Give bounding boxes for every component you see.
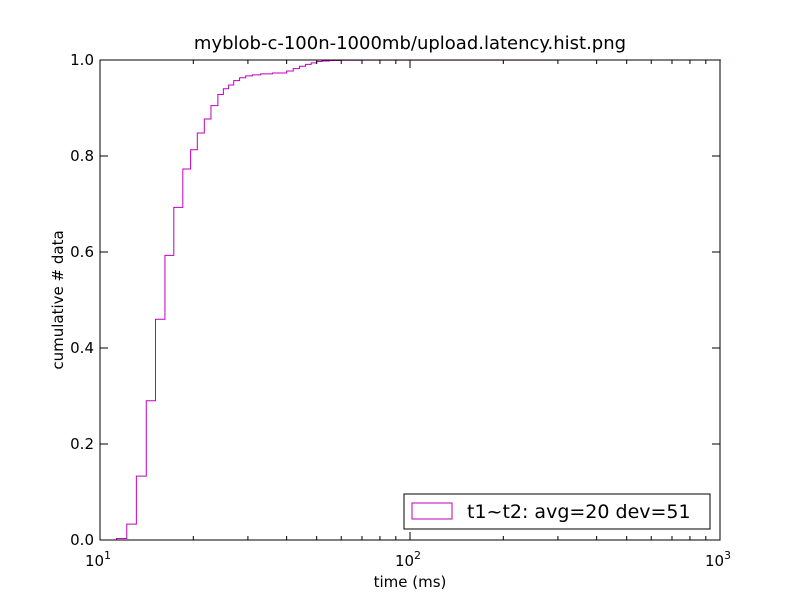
y-axis-label: cumulative # data: [49, 230, 67, 369]
y-tick-label: 0.6: [70, 243, 94, 261]
plot-area: [115, 59, 721, 540]
x-tick-label-base: 10: [705, 552, 724, 570]
plot-frame: [99, 59, 721, 541]
x-tick-label-exponent: 1: [104, 549, 111, 562]
x-tick-label-exponent: 3: [724, 549, 731, 562]
legend-swatch: [411, 502, 453, 520]
legend: t1~t2: avg=20 dev=51: [403, 493, 711, 530]
y-tick-label: 0.2: [70, 435, 94, 453]
legend-box: [403, 493, 711, 530]
x-tick-label-base: 10: [85, 552, 104, 570]
legend-label: t1~t2: avg=20 dev=51: [467, 501, 691, 523]
x-axis-label: time (ms): [374, 573, 447, 591]
y-tick-label: 0.8: [70, 147, 94, 165]
x-tick-label-exponent: 2: [414, 549, 421, 562]
chart-title: myblob-c-100n-1000mb/upload.latency.hist…: [194, 33, 626, 54]
x-tick-label-base: 10: [395, 552, 414, 570]
x-tick-label: 102: [395, 549, 421, 570]
y-tick-label: 0.4: [70, 339, 94, 357]
x-tick-label: 101: [85, 549, 111, 570]
series-step-line: [115, 59, 721, 540]
y-tick-label: 1.0: [70, 51, 94, 69]
y-tick-label: 0.0: [70, 531, 94, 549]
x-tick-label: 103: [705, 549, 731, 570]
